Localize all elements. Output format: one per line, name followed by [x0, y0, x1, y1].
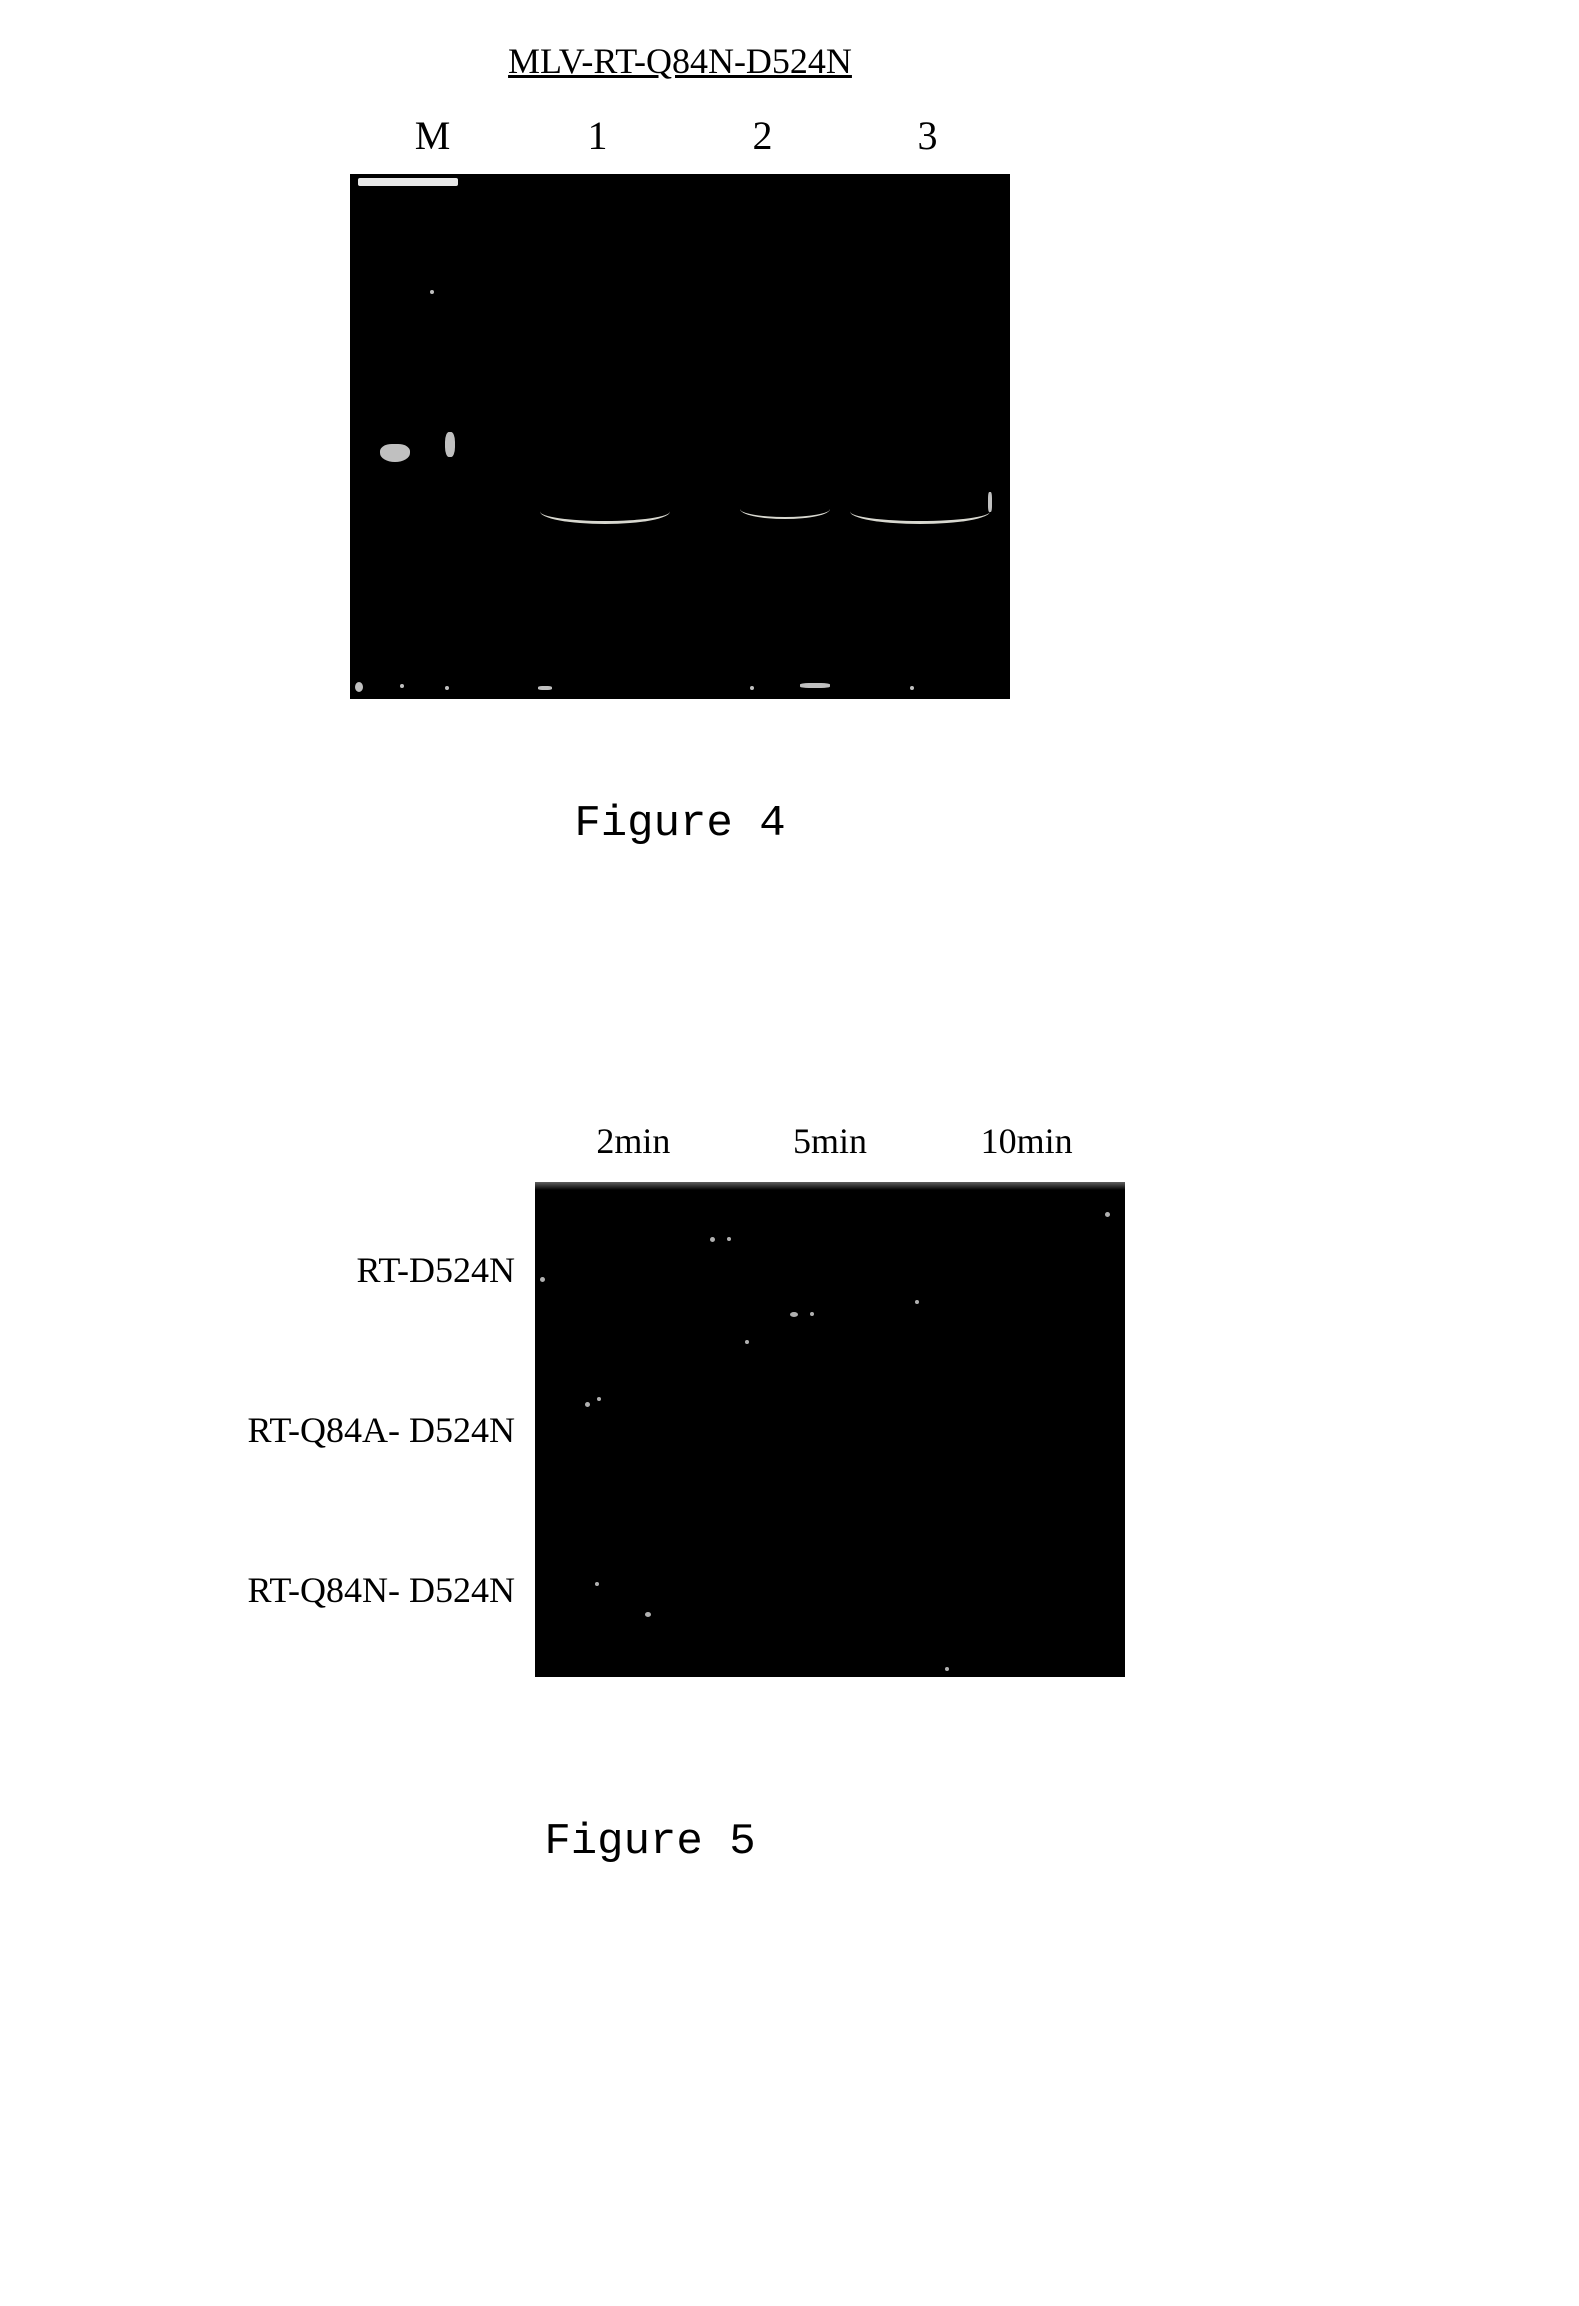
- gel-artifact-icon: [445, 686, 449, 690]
- gel-speck-icon: [790, 1312, 798, 1317]
- gel-speck-icon: [1105, 1212, 1110, 1217]
- gel-artifact-icon: [750, 686, 754, 690]
- gel-speck-icon: [645, 1612, 651, 1617]
- lane-label-1: 1: [515, 112, 680, 159]
- gel-artifact-icon: [430, 290, 434, 294]
- gel-band-icon: [540, 499, 670, 524]
- col-label-10min: 10min: [928, 1120, 1125, 1162]
- figure-5-gel-image: [535, 1182, 1125, 1677]
- gel-speck-icon: [727, 1237, 731, 1241]
- row-label-rt-q84n-d524n: RT-Q84N- D524N: [175, 1510, 515, 1670]
- gel-artifact-icon: [800, 683, 830, 688]
- figure-5-column-labels: 2min 5min 10min: [535, 1120, 1125, 1162]
- figure-4-caption: Figure 4: [574, 799, 785, 849]
- gel-artifact-icon: [910, 686, 914, 690]
- gel-artifact-icon: [988, 492, 992, 512]
- figure-4-container: MLV-RT-Q84N-D524N M 1 2 3 Figure 4: [280, 40, 1080, 849]
- figure-5-wrapper: RT-D524N RT-Q84A- D524N RT-Q84N- D524N 2…: [175, 1120, 1125, 1677]
- gel-artifact-icon: [445, 432, 455, 457]
- gel-band-icon: [850, 499, 990, 524]
- gel-speck-icon: [597, 1397, 601, 1401]
- gel-speck-icon: [945, 1667, 949, 1671]
- gel-speck-icon: [745, 1340, 749, 1344]
- gel-artifact-icon: [400, 684, 404, 688]
- gel-artifact-icon: [355, 682, 363, 692]
- gel-speck-icon: [915, 1300, 919, 1304]
- gel-speck-icon: [810, 1312, 814, 1316]
- figure-5-caption: Figure 5: [544, 1817, 755, 1867]
- figure-5-right-column: 2min 5min 10min: [535, 1120, 1125, 1677]
- gel-top-edge-icon: [535, 1182, 1125, 1190]
- row-label-rt-q84a-d524n: RT-Q84A- D524N: [175, 1350, 515, 1510]
- lane-label-3: 3: [845, 112, 1010, 159]
- figure-5-row-labels: RT-D524N RT-Q84A- D524N RT-Q84N- D524N: [175, 1190, 515, 1670]
- figure-5-container: RT-D524N RT-Q84A- D524N RT-Q84N- D524N 2…: [100, 1120, 1200, 1867]
- gel-speck-icon: [585, 1402, 590, 1407]
- lane-label-m: M: [350, 112, 515, 159]
- row-label-rt-d524n: RT-D524N: [175, 1190, 515, 1350]
- gel-speck-icon: [595, 1582, 599, 1586]
- col-label-2min: 2min: [535, 1120, 732, 1162]
- figure-4-title: MLV-RT-Q84N-D524N: [508, 40, 852, 82]
- gel-well-icon: [358, 178, 458, 186]
- gel-band-icon: [740, 499, 830, 519]
- figure-4-gel-image: [350, 174, 1010, 699]
- gel-artifact-icon: [538, 686, 552, 690]
- gel-speck-icon: [710, 1237, 715, 1242]
- col-label-5min: 5min: [732, 1120, 929, 1162]
- lane-label-2: 2: [680, 112, 845, 159]
- figure-4-lane-labels: M 1 2 3: [350, 112, 1010, 159]
- gel-artifact-icon: [380, 444, 410, 462]
- gel-speck-icon: [540, 1277, 545, 1282]
